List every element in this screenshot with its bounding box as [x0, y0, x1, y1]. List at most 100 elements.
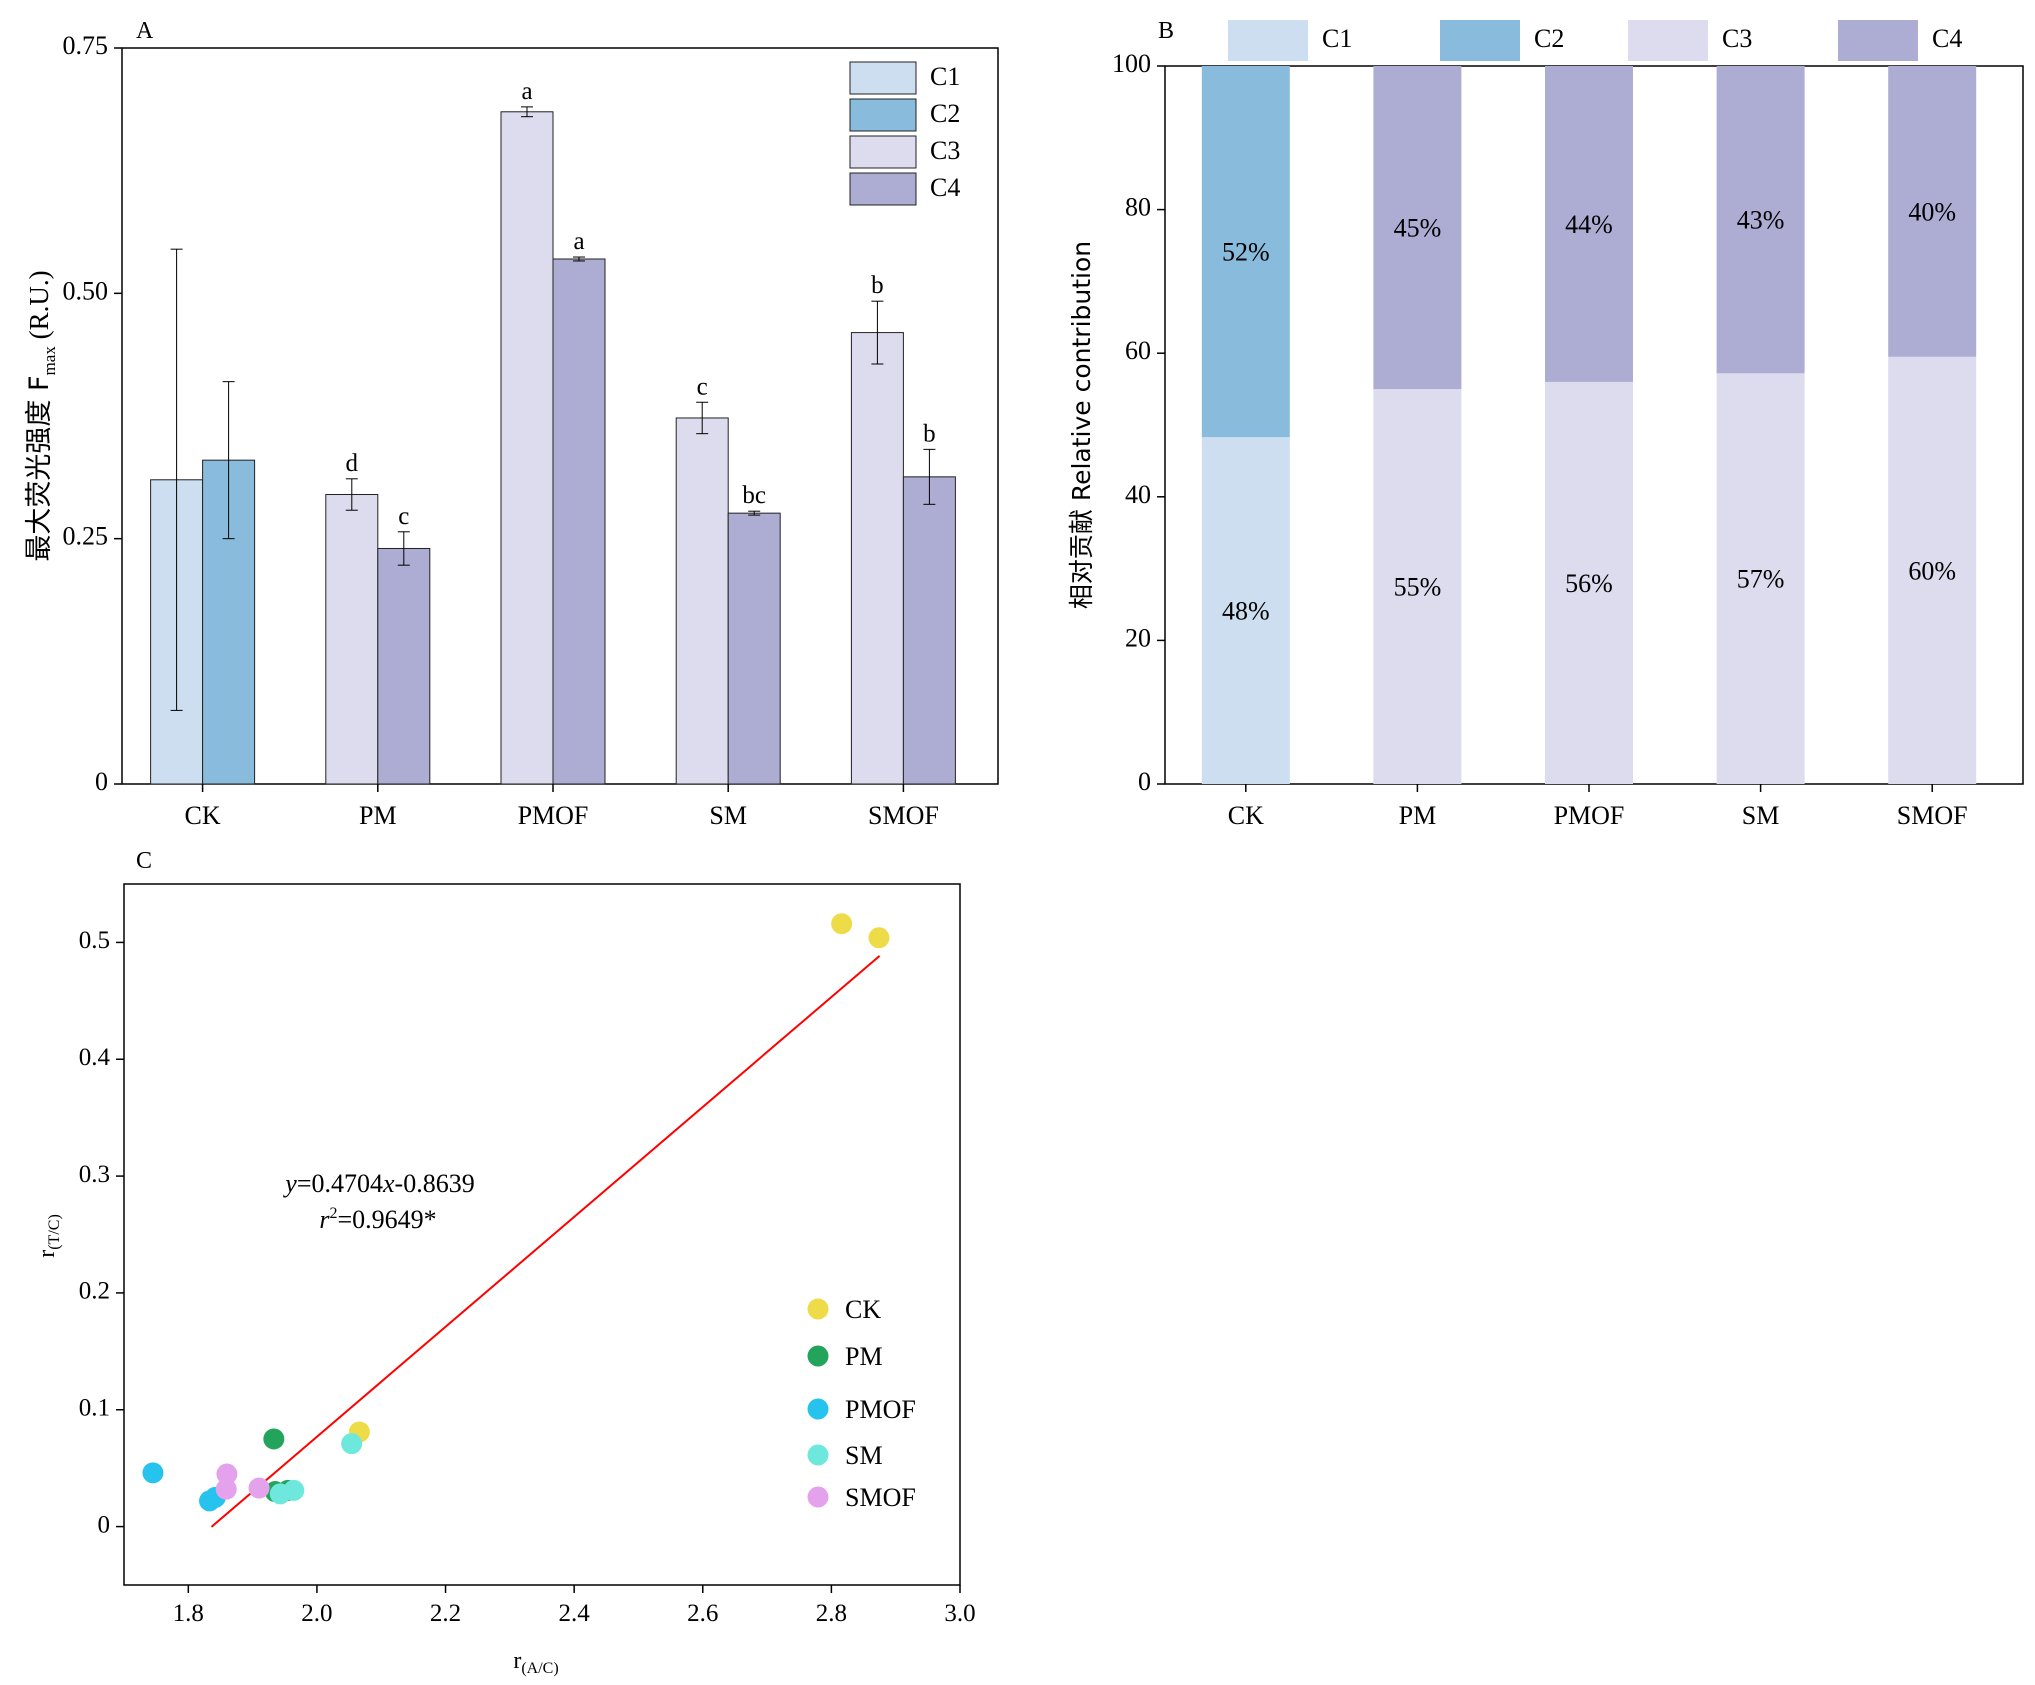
- panel-c-y-tick-label: 0.4: [79, 1044, 111, 1071]
- panel-b-legend: C1 C2 C3 C4: [1228, 20, 1962, 61]
- regression-equation: y=0.4704x-0.8639: [282, 1169, 474, 1198]
- significance-letter: a: [573, 228, 584, 255]
- point-pm: [263, 1428, 285, 1450]
- bar-sm-c4: [727, 512, 781, 785]
- panel-c-y-axis-label: r(T/C): [34, 1214, 63, 1258]
- legend-label-ck: CK: [845, 1295, 881, 1324]
- panel-c-x-tick-label: 2.0: [301, 1600, 332, 1627]
- panel-a-x-axis: CK PM PMOF SM SMOF: [185, 784, 939, 830]
- regression-r-squared: r2=0.9649*: [319, 1205, 436, 1234]
- panel-c-x-tick-label: 1.8: [173, 1600, 204, 1627]
- panel-c-y-tick-label: 0.5: [79, 927, 110, 954]
- point-pmof: [142, 1462, 164, 1484]
- panel-a-bars: d c a a c bc b b: [150, 78, 956, 785]
- legend-swatch-c1: [849, 61, 917, 95]
- legend-label-c1: C1: [930, 62, 960, 91]
- panel-b-label: B: [1158, 18, 1174, 44]
- bar-sm-c3: [675, 417, 729, 785]
- stack-pm-c4: [1373, 66, 1462, 390]
- legend-label-c3: C3: [1722, 24, 1752, 53]
- legend-label-c4: C4: [930, 173, 960, 202]
- panel-c-y-tick-label: 0.3: [79, 1161, 110, 1188]
- panel-b-y-tick-label: 20: [1125, 623, 1151, 652]
- legend-label-c2: C2: [1534, 24, 1564, 53]
- stack-percent-label: 40%: [1908, 197, 1956, 226]
- legend-label-c2: C2: [930, 99, 960, 128]
- panel-a-x-tick-label: PMOF: [518, 801, 589, 830]
- legend-swatch-c2: [1440, 20, 1520, 61]
- panel-a-x-tick-label: PM: [359, 801, 397, 830]
- significance-letter: bc: [742, 482, 766, 509]
- legend-swatch-c2: [849, 98, 917, 132]
- panel-a-y-axis-label: 最大荧光强度 Fmax (R.U.): [24, 270, 59, 561]
- stack-percent-label: 57%: [1737, 565, 1785, 594]
- legend-label-pm: PM: [845, 1342, 883, 1371]
- legend-label-c1: C1: [1322, 24, 1352, 53]
- bar-pm-c4: [377, 547, 431, 785]
- panel-b-y-tick-label: 60: [1125, 336, 1151, 365]
- bar-smof-c4: [902, 476, 956, 785]
- panel-b-x-tick-label: PM: [1399, 801, 1437, 830]
- legend-marker-ck: [807, 1298, 829, 1320]
- panel-c-plot-frame: [123, 883, 961, 1586]
- panel-a-y-tick-label: 0.50: [63, 276, 109, 305]
- significance-letter: a: [521, 78, 532, 105]
- panel-b-x-tick-label: SMOF: [1897, 801, 1968, 830]
- stack-percent-label: 55%: [1394, 573, 1442, 602]
- panel-a-y-tick-label: 0.25: [63, 522, 109, 551]
- legend-label-sm: SM: [845, 1441, 883, 1470]
- panel-c-label: C: [136, 848, 152, 874]
- stack-smof-c3: [1888, 356, 1977, 784]
- stack-pmof-c4: [1545, 66, 1633, 382]
- panel-c: C 1.8 2.0 2.2 2.4 2.6 2.8 3.000.10.20.30.40.5 …: [34, 848, 976, 1677]
- significance-letter: b: [871, 272, 884, 299]
- significance-letter: c: [697, 373, 708, 400]
- legend-marker-pmof: [807, 1398, 829, 1420]
- legend-swatch-c4: [849, 172, 917, 206]
- bar-pm-c3: [325, 494, 379, 785]
- panel-c-x-tick-label: 2.8: [816, 1600, 847, 1627]
- stack-ck-c1: [1201, 437, 1290, 784]
- panel-c-legend: CK PM PMOF SM SMOF: [807, 1295, 916, 1512]
- panel-a-y-tick-label: 0.75: [63, 31, 109, 60]
- panel-b-y-tick-label: 0: [1138, 767, 1151, 796]
- point-ck: [868, 927, 890, 949]
- panel-a-x-tick-label: SM: [709, 801, 747, 830]
- legend-marker-sm: [807, 1444, 829, 1466]
- panel-b-x-tick-label: CK: [1228, 801, 1264, 830]
- panel-b-y-tick-label: 80: [1125, 193, 1151, 222]
- stack-percent-label: 45%: [1394, 214, 1442, 243]
- point-sm: [283, 1479, 305, 1501]
- panel-c-y-tick-label: 0.1: [79, 1394, 110, 1421]
- legend-swatch-c3: [1628, 20, 1708, 61]
- panel-b-y-axis: 0 20 40 60 80 100: [1112, 49, 1165, 796]
- stack-percent-label: 48%: [1222, 597, 1270, 626]
- bar-pmof-c3: [500, 111, 554, 785]
- panel-b-y-tick-label: 100: [1112, 49, 1151, 78]
- legend-marker-pm: [807, 1345, 829, 1367]
- stack-pmof-c3: [1545, 381, 1633, 784]
- legend-swatch-c4: [1838, 20, 1918, 61]
- point-smof: [215, 1478, 237, 1500]
- point-sm: [341, 1433, 363, 1455]
- panel-c-x-axis-label: r(A/C): [513, 1648, 558, 1677]
- legend-label-c3: C3: [930, 136, 960, 165]
- panel-a-y-tick-label: 0: [95, 767, 108, 796]
- significance-letter: d: [346, 450, 359, 477]
- panel-b: B 0 20 40 60 80 100 48% 52% 55% 45% 56% 44% 57% 43% 6…: [1067, 18, 2024, 830]
- panel-c-x-tick-label: 2.4: [559, 1600, 591, 1627]
- significance-letter: b: [923, 420, 936, 447]
- panel-a-label: A: [136, 18, 154, 44]
- legend-marker-smof: [807, 1486, 829, 1508]
- panel-b-x-tick-label: SM: [1742, 801, 1780, 830]
- stack-ck-c2: [1201, 66, 1290, 438]
- panel-c-y-tick-label: 0: [98, 1511, 111, 1538]
- panel-b-bars: 48% 52% 55% 45% 56% 44% 57% 43% 60% 40%: [1201, 66, 1977, 784]
- panel-a-x-tick-label: CK: [185, 801, 221, 830]
- regression-line: [210, 955, 881, 1528]
- stack-sm-c4: [1716, 66, 1805, 374]
- panel-a-y-axis: 0 0.25 0.50 0.75: [63, 31, 122, 796]
- point-smof: [216, 1463, 238, 1485]
- panel-c-x-tick-label: 2.6: [687, 1600, 718, 1627]
- stack-smof-c4: [1888, 66, 1977, 357]
